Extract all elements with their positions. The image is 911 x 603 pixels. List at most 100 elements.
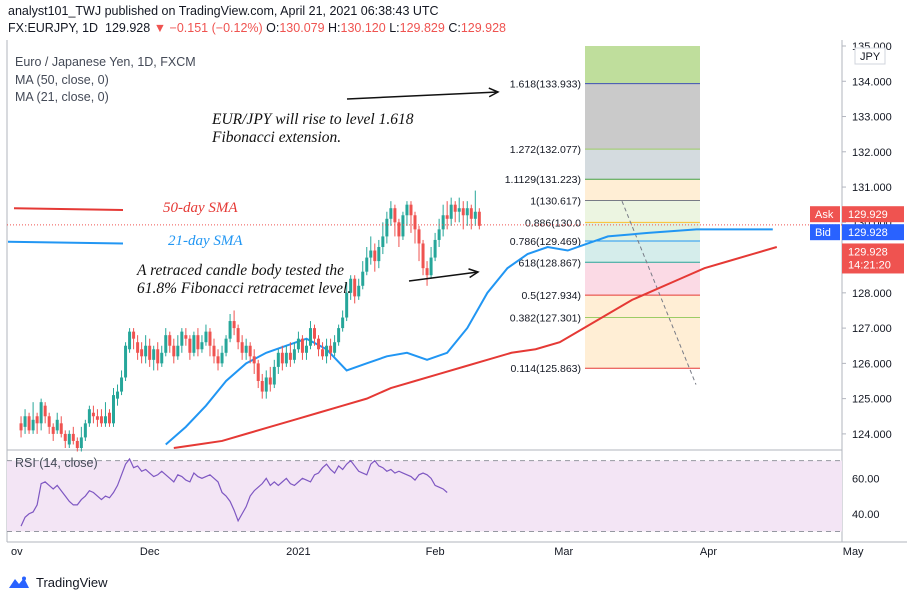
fib-zone <box>585 46 700 84</box>
candle-down <box>99 416 103 424</box>
candle-down <box>280 352 284 364</box>
candle-down <box>397 222 401 237</box>
fib-target-line-1: EUR/JPY will rise to level 1.618 <box>212 111 414 128</box>
fib-level-label: 0.114(125.863) <box>511 363 581 375</box>
price-tick-label: 133.000 <box>852 112 892 124</box>
candle-up <box>200 342 204 350</box>
publisher-line: analyst101_TWJ published on TradingView.… <box>8 4 439 18</box>
chart-frame[interactable]: 124.000125.000126.000127.000128.000129.0… <box>4 40 907 560</box>
date-tick-label: ov <box>11 546 23 558</box>
high-label: H: <box>328 21 341 35</box>
symbol[interactable]: FX:EURJPY, 1D <box>8 21 99 35</box>
candle-down <box>19 423 23 431</box>
fib-trend-line <box>621 200 697 385</box>
candle-down <box>313 328 316 339</box>
candle-up <box>441 215 445 230</box>
price-tick-label: 128.000 <box>852 288 892 300</box>
low-value: 129.829 <box>399 21 445 35</box>
candle-down <box>248 345 252 357</box>
candle-up <box>433 239 437 258</box>
candle-down <box>35 416 39 424</box>
currency-label: JPY <box>860 51 881 63</box>
candle-up <box>144 345 148 357</box>
candle-down <box>63 433 67 441</box>
candle-up <box>23 416 27 427</box>
fib-zone <box>585 83 700 150</box>
candle-up <box>333 342 337 353</box>
candle-up <box>284 352 288 364</box>
fib-zone <box>585 241 700 263</box>
open-label: O: <box>266 21 280 35</box>
sma21-sample-line <box>7 240 124 245</box>
sma50-sample-line <box>13 207 124 211</box>
fib-zone <box>585 179 700 201</box>
rsi-tick-label: 40.00 <box>852 509 880 521</box>
candle-down <box>469 208 473 219</box>
candle-up <box>220 352 224 364</box>
rsi-line <box>20 457 448 527</box>
candle-down <box>91 412 95 417</box>
candle-up <box>401 215 405 237</box>
bid-badge-label: Bid <box>815 227 831 239</box>
candle-up <box>31 419 35 431</box>
candle-down <box>413 215 417 230</box>
fib-level-label: 1.272(132.077) <box>510 144 581 156</box>
bid-badge-value: 129.928 <box>848 227 888 239</box>
candle-up <box>244 345 248 353</box>
candle-up <box>180 331 184 346</box>
candle-down <box>321 349 325 357</box>
sma50-label: 50-day SMA <box>163 200 238 216</box>
high-value: 130.120 <box>340 21 386 35</box>
retrace-annotation: A retraced candle body tested the 61.8% … <box>137 262 351 298</box>
fib-zone <box>585 295 700 318</box>
candle-down <box>417 229 421 244</box>
candle-up <box>128 331 132 350</box>
price-chart[interactable]: 124.000125.000126.000127.000128.000129.0… <box>4 40 907 560</box>
candle-up <box>389 208 393 219</box>
low-label: L: <box>389 21 400 35</box>
candle-up <box>457 208 461 212</box>
candle-down <box>148 345 152 360</box>
candle-up <box>39 402 43 424</box>
fib-target-arrow <box>346 91 499 100</box>
candle-down <box>453 204 457 212</box>
candle-up <box>83 423 87 438</box>
candle-up <box>264 377 268 392</box>
close-label: C: <box>448 21 461 35</box>
candle-down <box>393 208 397 223</box>
candle-down <box>75 440 79 448</box>
candle-down <box>461 208 465 216</box>
candle-up <box>276 352 280 367</box>
candle-up <box>337 328 341 343</box>
candle-down <box>260 381 264 392</box>
candle-down <box>288 352 292 360</box>
candle-down <box>208 331 212 346</box>
candle-down <box>140 349 144 357</box>
candle-up <box>449 204 453 219</box>
candle-down <box>188 338 192 353</box>
fib-zone <box>585 149 700 180</box>
fib-level-label: 1.1129(131.223) <box>505 174 581 186</box>
candle-down <box>300 338 304 353</box>
candle-down <box>184 335 188 339</box>
legend-ma50[interactable]: MA (50, close, 0) <box>15 73 109 87</box>
footer-brand[interactable]: TradingView <box>8 575 108 590</box>
candle-up <box>272 366 276 385</box>
chart-legend-title[interactable]: Euro / Japanese Yen, 1D, FXCM <box>15 55 196 69</box>
candle-down <box>47 416 51 427</box>
candle-up <box>381 236 385 247</box>
footer-brand-label: TradingView <box>36 575 108 590</box>
candle-up <box>204 331 208 343</box>
candle-up <box>120 377 124 392</box>
legend-rsi[interactable]: RSI (14, close) <box>15 456 98 470</box>
candle-up <box>345 292 349 318</box>
open-value: 130.079 <box>279 21 325 35</box>
candle-up <box>55 419 59 431</box>
candle-down <box>373 250 377 262</box>
candle-down <box>196 335 200 350</box>
candle-down <box>156 349 160 364</box>
legend-ma21[interactable]: MA (21, close, 0) <box>15 90 109 104</box>
last-badge-box <box>842 243 904 274</box>
candle-down <box>353 278 357 297</box>
candle-down <box>212 345 216 357</box>
